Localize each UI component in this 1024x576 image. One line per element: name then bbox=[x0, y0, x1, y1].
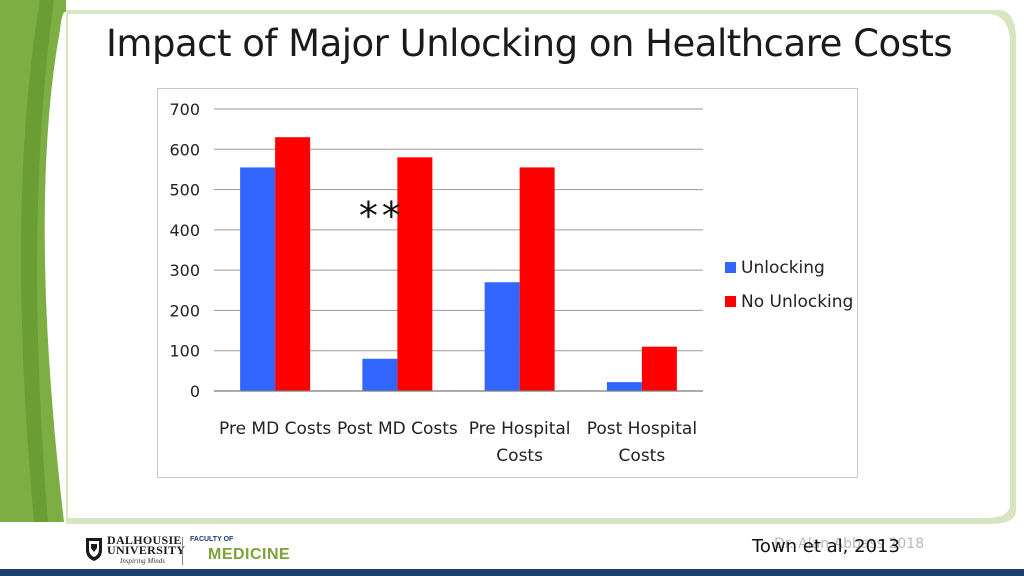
bar bbox=[484, 282, 520, 391]
legend-swatch bbox=[725, 296, 736, 307]
citation: Town et al, 2013 bbox=[752, 536, 900, 557]
university-name-line2: UNIVERSITY bbox=[107, 543, 186, 557]
bottom-bar bbox=[0, 569, 1024, 576]
bar bbox=[240, 167, 276, 391]
dalhousie-medicine-logo: DALHOUSIE UNIVERSITY Inspiring Minds FAC… bbox=[84, 534, 294, 568]
university-name-line1: DALHOUSIE bbox=[107, 533, 182, 547]
bar bbox=[362, 358, 398, 391]
x-tick-label: Pre MD Costs bbox=[219, 419, 331, 439]
x-tick-label: Costs bbox=[496, 446, 543, 466]
university-name: DALHOUSIE UNIVERSITY bbox=[107, 533, 186, 557]
bar bbox=[519, 167, 555, 391]
y-tick-label: 500 bbox=[169, 181, 200, 200]
significance-annotation: ** bbox=[357, 194, 403, 238]
bar bbox=[275, 137, 311, 391]
frame-green-stripe bbox=[21, 0, 54, 522]
x-tick-label: Pre Hospital bbox=[469, 419, 571, 439]
faculty-of-label: FACULTY OF bbox=[190, 536, 234, 543]
faculty-name: MEDICINE bbox=[208, 546, 291, 563]
logo-divider bbox=[182, 537, 183, 565]
x-tick-label: Post Hospital bbox=[587, 419, 697, 439]
bar-chart: 0 100 200 300 400 500 600 700 Pre MD Costs Post M… bbox=[169, 100, 853, 466]
author-watermark: Dr. Alan Abbass 2018 bbox=[774, 536, 925, 552]
crest-icon bbox=[86, 538, 102, 561]
bar bbox=[641, 346, 677, 391]
y-tick-label: 200 bbox=[169, 301, 200, 320]
y-tick-label: 100 bbox=[169, 342, 200, 361]
y-tick-label: 600 bbox=[169, 140, 200, 159]
chart: 0 100 200 300 400 500 600 700 Pre MD Costs Post M… bbox=[157, 88, 858, 478]
y-tick-label: 700 bbox=[169, 100, 200, 119]
legend-label: No Unlocking bbox=[741, 292, 853, 312]
y-tick-label: 400 bbox=[169, 221, 200, 240]
legend-swatch bbox=[725, 262, 736, 273]
legend-label: Unlocking bbox=[741, 258, 825, 278]
x-tick-label: Costs bbox=[619, 446, 666, 466]
y-tick-label: 0 bbox=[190, 382, 200, 401]
university-tagline: Inspiring Minds bbox=[120, 557, 165, 565]
slide-title: Impact of Major Unlocking on Healthcare … bbox=[106, 22, 953, 65]
x-tick-label: Post MD Costs bbox=[337, 419, 458, 439]
bar bbox=[397, 157, 433, 391]
y-tick-label: 300 bbox=[169, 261, 200, 280]
bar bbox=[606, 382, 642, 391]
